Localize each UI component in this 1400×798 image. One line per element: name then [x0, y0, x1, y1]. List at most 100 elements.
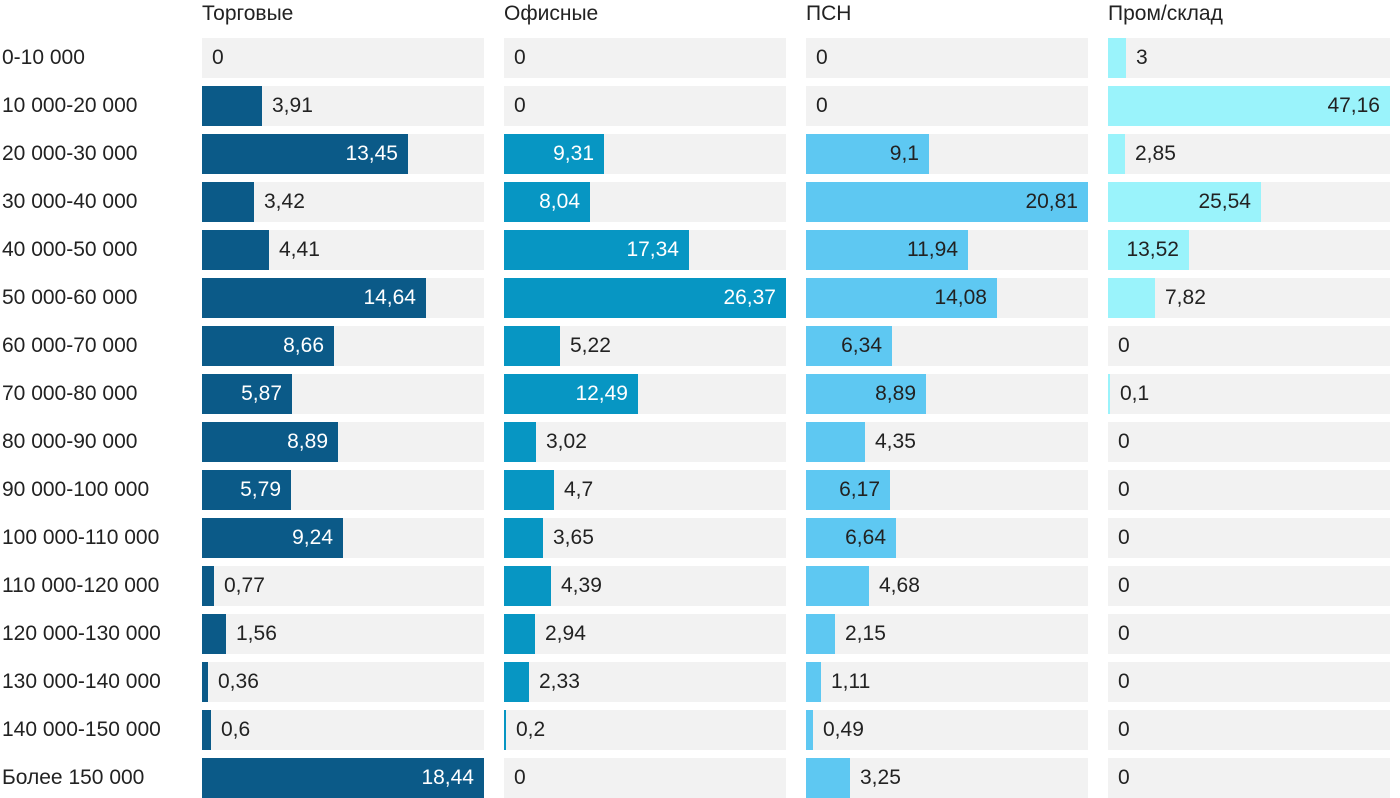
bar-track: 4,7 — [504, 470, 786, 510]
bar — [504, 518, 543, 558]
bar — [504, 278, 786, 318]
data-label: 8,89 — [287, 430, 328, 453]
data-label: 3 — [1136, 46, 1148, 69]
bar-track: 0 — [504, 38, 786, 78]
data-label: 0 — [1118, 766, 1130, 789]
data-label: 3,91 — [272, 94, 313, 117]
row-label: 10 000-20 000 — [2, 94, 138, 117]
data-label: 0 — [514, 46, 526, 69]
bar — [806, 422, 865, 462]
data-label: 47,16 — [1327, 94, 1380, 117]
bar-track: 7,82 — [1108, 278, 1390, 318]
bar — [202, 182, 254, 222]
bar — [202, 86, 262, 126]
bar-track: 9,31 — [504, 134, 786, 174]
data-label: 0 — [212, 46, 224, 69]
bar — [504, 422, 536, 462]
bar — [504, 662, 529, 702]
bar-track: 0,36 — [202, 662, 484, 702]
bar — [504, 230, 689, 270]
bar-track: 8,04 — [504, 182, 786, 222]
bar-track: 8,66 — [202, 326, 484, 366]
data-label: 1,11 — [831, 670, 871, 693]
bar-track: 14,08 — [806, 278, 1088, 318]
bar — [806, 470, 890, 510]
data-label: 7,82 — [1165, 286, 1206, 309]
data-label: 0,1 — [1120, 382, 1150, 405]
data-label: 8,89 — [875, 382, 916, 405]
row-label: 120 000-130 000 — [2, 622, 161, 645]
bar-track: 9,1 — [806, 134, 1088, 174]
data-label: 0 — [1118, 334, 1130, 357]
data-label: 5,22 — [570, 334, 611, 357]
bar-track: 0 — [202, 38, 484, 78]
data-label: 26,37 — [723, 286, 776, 309]
data-label: 4,39 — [561, 574, 602, 597]
data-label: 0 — [1118, 478, 1130, 501]
bar-track: 0,77 — [202, 566, 484, 606]
data-label: 6,34 — [841, 334, 882, 357]
bar-track: 6,34 — [806, 326, 1088, 366]
data-label: 0 — [514, 766, 526, 789]
data-label: 3,42 — [264, 190, 305, 213]
data-label: 12,49 — [575, 382, 628, 405]
bar — [202, 758, 484, 798]
data-label: 3,02 — [546, 430, 587, 453]
data-label: 9,1 — [889, 142, 919, 165]
bar-track: 20,81 — [806, 182, 1088, 222]
data-label: 5,79 — [240, 478, 281, 501]
data-label: 9,24 — [292, 526, 333, 549]
bar-track: 8,89 — [202, 422, 484, 462]
bar-track: 0 — [1108, 662, 1390, 702]
data-label: 4,41 — [279, 238, 320, 261]
bar-track: 6,64 — [806, 518, 1088, 558]
bar-track: 4,35 — [806, 422, 1088, 462]
bar — [806, 614, 835, 654]
bar-track: 0 — [1108, 422, 1390, 462]
bar-track: 0 — [1108, 710, 1390, 750]
bar-track: 2,94 — [504, 614, 786, 654]
bar-track: 8,89 — [806, 374, 1088, 414]
bar-track: 2,85 — [1108, 134, 1390, 174]
bar — [202, 566, 214, 606]
bar — [806, 758, 850, 798]
data-label: 0,36 — [218, 670, 259, 693]
data-label: 14,08 — [934, 286, 987, 309]
bar-track: 13,52 — [1108, 230, 1390, 270]
bar — [202, 326, 334, 366]
row-label: 20 000-30 000 — [2, 142, 138, 165]
data-label: 4,35 — [875, 430, 916, 453]
row-label: 60 000-70 000 — [2, 334, 138, 357]
data-label: 0 — [1118, 526, 1130, 549]
data-label: 2,33 — [539, 670, 580, 693]
bar — [504, 182, 590, 222]
bar — [504, 710, 506, 750]
data-label: 11,94 — [907, 238, 958, 261]
bar — [202, 422, 338, 462]
data-label: 8,66 — [283, 334, 324, 357]
column-header: Офисные — [504, 2, 599, 25]
bar-track: 0 — [1108, 470, 1390, 510]
bar-track: 11,94 — [806, 230, 1088, 270]
row-label: 80 000-90 000 — [2, 430, 138, 453]
bar-track: 4,41 — [202, 230, 484, 270]
bar-track: 9,24 — [202, 518, 484, 558]
bar — [1108, 86, 1390, 126]
bar — [504, 614, 535, 654]
bar-track: 0,1 — [1108, 374, 1390, 414]
bar — [1108, 374, 1110, 414]
data-label: 0 — [1118, 622, 1130, 645]
bar-track: 3,02 — [504, 422, 786, 462]
bar — [1108, 134, 1125, 174]
bar-track: 3,25 — [806, 758, 1088, 798]
bar-track: 0 — [504, 758, 786, 798]
data-label: 2,94 — [545, 622, 586, 645]
data-label: 17,34 — [626, 238, 679, 261]
bar-track: 0 — [504, 86, 786, 126]
bar-track: 14,64 — [202, 278, 484, 318]
bar-track: 0 — [1108, 614, 1390, 654]
bar-track: 2,33 — [504, 662, 786, 702]
data-label: 3,25 — [860, 766, 901, 789]
bar-track: 5,22 — [504, 326, 786, 366]
bar-track: 17,34 — [504, 230, 786, 270]
